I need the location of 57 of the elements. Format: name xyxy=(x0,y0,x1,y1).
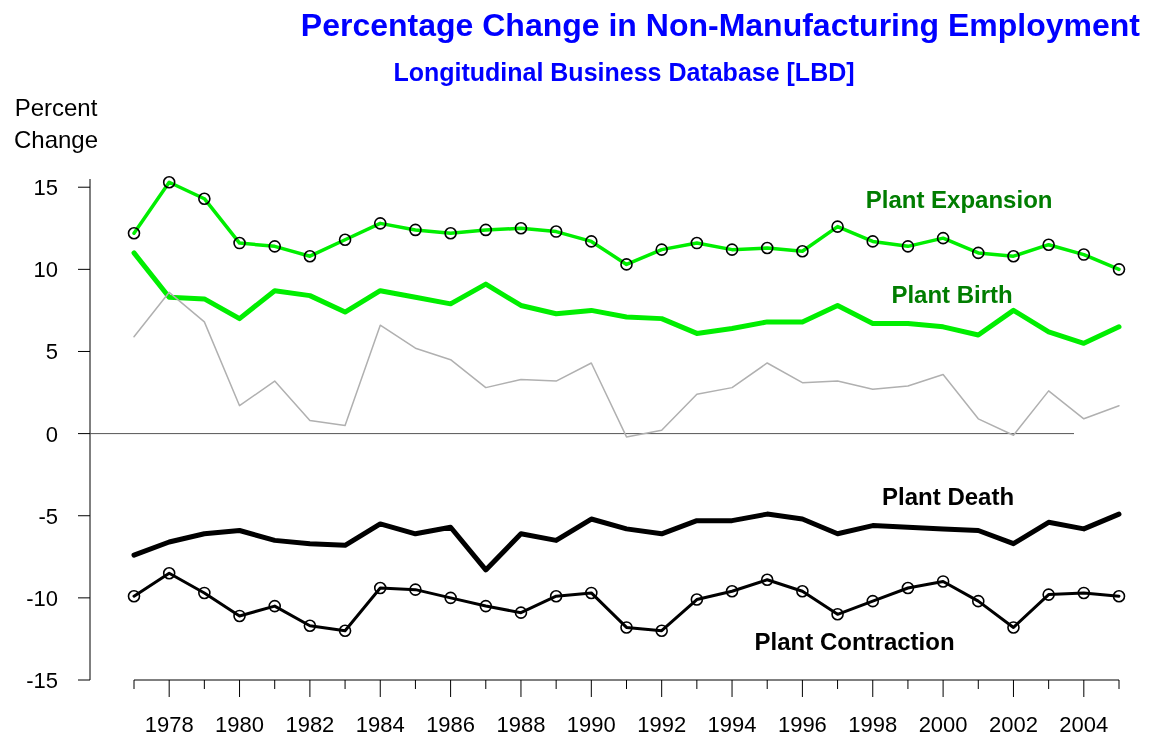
point xyxy=(514,606,528,619)
y-tick-label: 5 xyxy=(45,339,58,365)
point xyxy=(725,585,739,598)
point xyxy=(760,573,774,587)
y-axis-title: Percent Change xyxy=(13,94,99,153)
x-tick-label: 1982 xyxy=(285,712,335,737)
x-tick-label: 1980 xyxy=(215,712,265,737)
x-tick-label: 1990 xyxy=(566,712,616,737)
point xyxy=(936,575,950,588)
point xyxy=(585,586,598,600)
series-label: Plant Expansion xyxy=(865,186,1053,214)
x-tick-label: 2002 xyxy=(988,712,1038,737)
point xyxy=(1007,621,1020,634)
x-tick-label: 2004 xyxy=(1059,712,1109,737)
x-tick-label: 1996 xyxy=(777,712,827,737)
point xyxy=(796,585,809,598)
y-tick-label: 15 xyxy=(33,175,58,201)
point xyxy=(1112,589,1126,603)
point xyxy=(409,583,422,596)
x-tick-label: 1988 xyxy=(496,712,546,737)
point xyxy=(233,609,246,623)
y-tick-label: 10 xyxy=(33,257,58,283)
point xyxy=(373,581,387,595)
point xyxy=(690,593,704,606)
point xyxy=(268,599,282,613)
series-label: Plant Birth xyxy=(891,280,1013,308)
point xyxy=(303,619,317,633)
point xyxy=(162,566,176,580)
x-tick-label: 1986 xyxy=(426,712,476,737)
point xyxy=(198,586,211,600)
point xyxy=(444,591,457,605)
point xyxy=(549,589,563,603)
y-tick-label: -15 xyxy=(26,668,58,693)
x-tick-label: 2000 xyxy=(918,712,968,737)
point xyxy=(655,624,668,638)
y-tick-label: -5 xyxy=(38,503,58,529)
point xyxy=(901,581,915,595)
point xyxy=(338,624,352,638)
series-label: Plant Death xyxy=(882,482,1015,510)
point xyxy=(620,621,633,634)
x-tick-label: 1978 xyxy=(144,712,194,737)
point xyxy=(1042,588,1055,601)
x-tick-label: 1998 xyxy=(848,712,898,737)
y-tick-label: 0 xyxy=(45,421,58,447)
point xyxy=(831,607,844,621)
point xyxy=(479,599,493,613)
point xyxy=(1077,586,1091,600)
x-tick-label: 1992 xyxy=(637,712,687,737)
x-tick-label: 1994 xyxy=(707,712,757,737)
point xyxy=(866,594,880,608)
point xyxy=(971,594,985,608)
y-tick-label: -10 xyxy=(26,585,58,611)
point xyxy=(127,589,141,603)
x-tick-label: 1984 xyxy=(355,712,405,737)
series-label: Plant Contraction xyxy=(754,628,955,656)
chart-subtitle: Longitudinal Business Database [LBD] xyxy=(393,58,855,86)
chart-title: Percentage Change in Non-Manufacturing Employment xyxy=(300,7,1141,43)
